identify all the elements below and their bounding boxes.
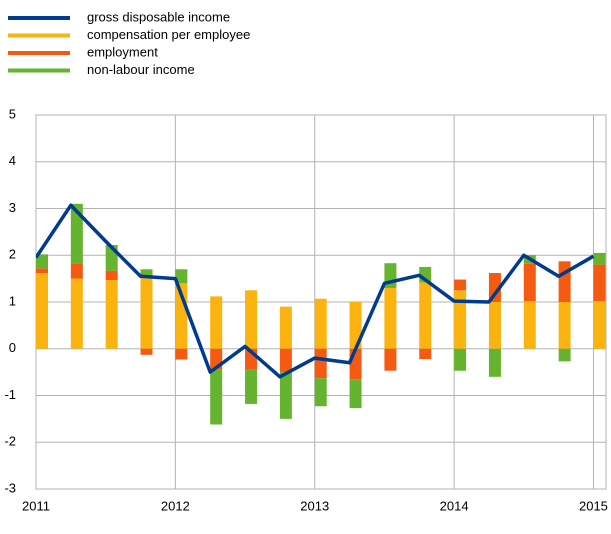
y-tick-label: 3 <box>9 200 16 215</box>
bar <box>105 280 118 349</box>
bar <box>558 302 571 349</box>
bar <box>488 273 501 302</box>
bar <box>523 301 536 349</box>
y-tick-label: -3 <box>4 480 16 495</box>
bar <box>454 290 467 349</box>
bar <box>454 279 467 291</box>
bar <box>419 348 432 360</box>
bar <box>210 369 223 425</box>
line <box>36 203 595 379</box>
y-tick-label: -1 <box>4 387 16 402</box>
bar <box>593 264 606 302</box>
bar <box>70 203 83 264</box>
bar <box>593 252 606 265</box>
bar <box>105 270 118 281</box>
legend-label: gross disposable income <box>87 9 230 24</box>
x-tick-label: 2011 <box>22 498 50 513</box>
x-tick-label: 2014 <box>440 498 469 513</box>
bar <box>140 276 153 349</box>
legend-label: non-labour income <box>87 62 195 77</box>
bars <box>36 203 606 425</box>
bar <box>70 263 83 279</box>
labels: -3 -2 -1 0 1 2 3 4 5 2011 2012 2013 2014 2015 gross di… <box>4 9 607 513</box>
bar <box>70 278 83 349</box>
legend-label: employment <box>87 44 158 59</box>
bar <box>384 348 397 371</box>
bar <box>314 378 327 407</box>
bar <box>245 369 258 404</box>
bar <box>488 302 501 349</box>
bar <box>314 298 327 349</box>
x-tick-label: 2013 <box>300 498 329 513</box>
bar <box>384 287 397 349</box>
bar <box>523 263 536 302</box>
y-tick-label: 0 <box>9 340 16 355</box>
bar <box>36 273 48 349</box>
bar <box>349 379 362 409</box>
bar <box>349 302 362 349</box>
bar <box>558 348 571 362</box>
bar <box>175 348 188 360</box>
bar <box>36 254 48 269</box>
y-tick-label: 2 <box>9 247 16 262</box>
bar <box>210 296 223 349</box>
bar <box>488 348 501 377</box>
x-tick-label: 2012 <box>161 498 190 513</box>
bar <box>140 348 153 355</box>
bar <box>454 348 467 371</box>
y-tick-label: 1 <box>9 293 16 308</box>
bar <box>245 290 258 349</box>
y-tick-label: 4 <box>9 153 16 168</box>
bar <box>558 261 571 302</box>
y-tick-label: 5 <box>9 106 16 121</box>
bar <box>593 301 606 349</box>
bar <box>279 348 292 373</box>
bar <box>279 306 292 349</box>
bar <box>175 269 188 284</box>
lines <box>36 203 595 379</box>
bar <box>36 268 48 274</box>
bar <box>140 269 153 277</box>
legend-label: compensation per employee <box>87 27 250 42</box>
bar <box>419 282 432 349</box>
bar <box>279 372 292 419</box>
x-tick-label: 2015 <box>579 498 608 513</box>
y-tick-label: -2 <box>4 434 16 449</box>
bar <box>314 348 327 379</box>
